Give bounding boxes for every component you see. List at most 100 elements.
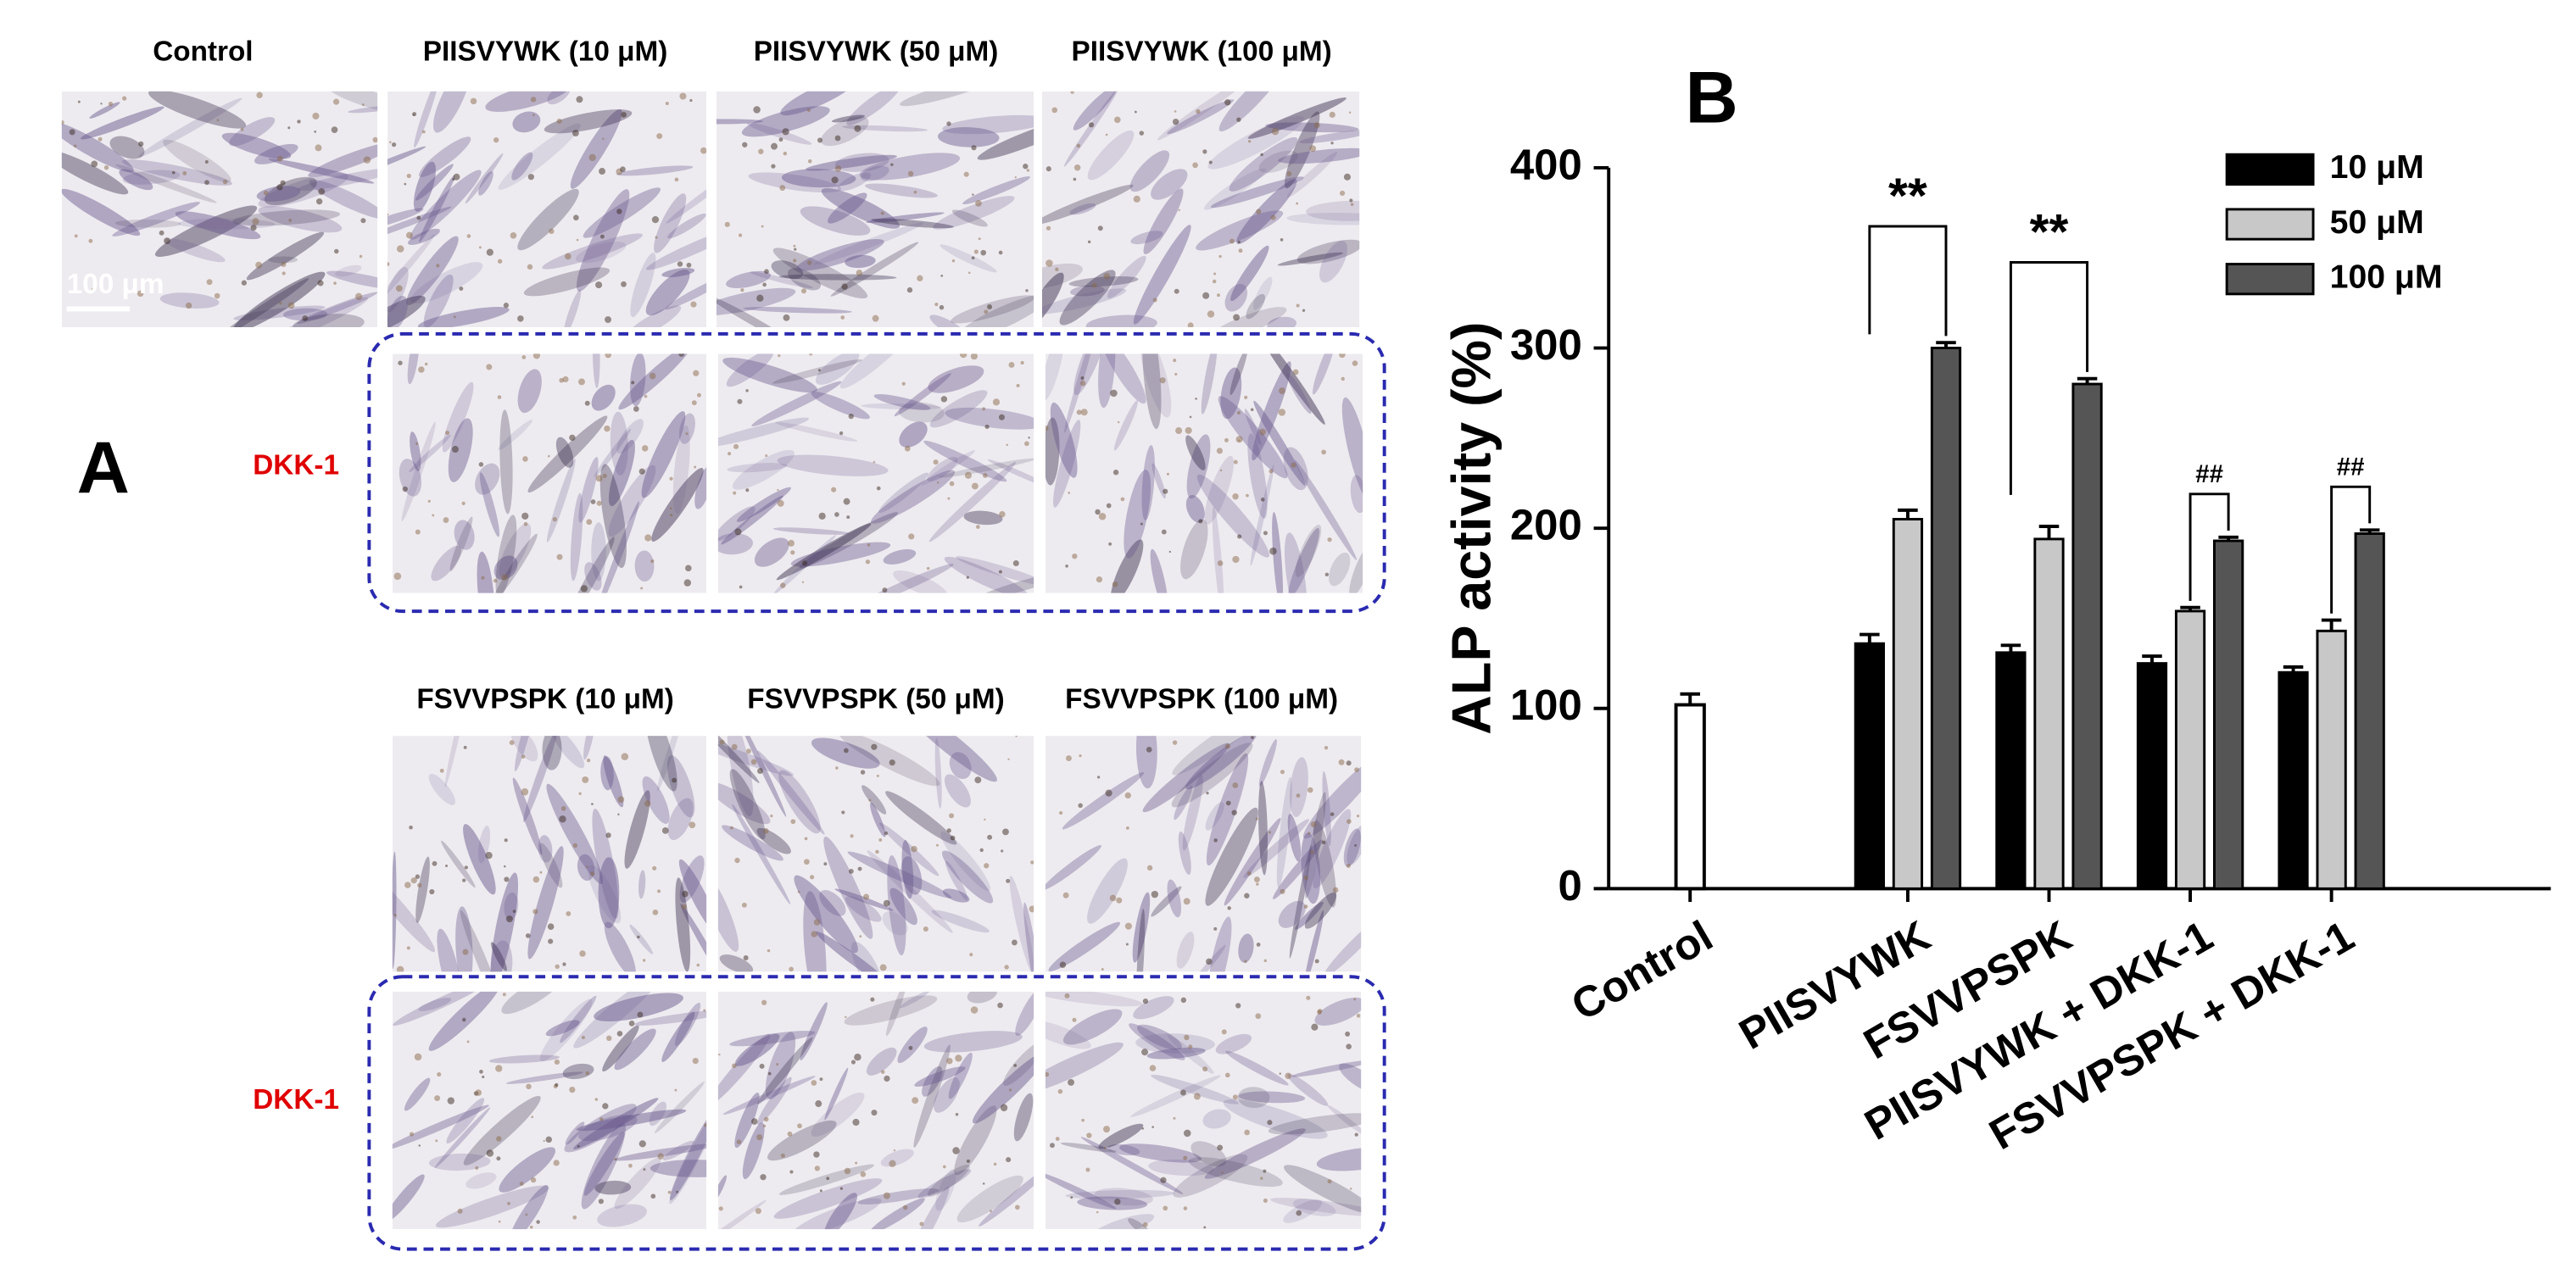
deposit — [728, 452, 732, 456]
cell — [1296, 239, 1360, 264]
deposit — [777, 488, 779, 492]
cell — [600, 756, 614, 791]
deposit — [1125, 943, 1129, 946]
deposit — [1096, 1210, 1099, 1214]
deposit — [1269, 547, 1277, 555]
deposit — [1321, 449, 1326, 455]
cell — [608, 439, 635, 507]
cell — [1272, 511, 1284, 593]
cell — [867, 849, 953, 933]
cell — [1171, 743, 1253, 808]
deposit — [573, 214, 579, 221]
deposit — [1080, 376, 1084, 380]
cell — [498, 420, 533, 451]
micrograph — [717, 736, 1034, 972]
deposit — [669, 507, 672, 510]
deposit — [1096, 776, 1101, 779]
cell — [264, 176, 317, 206]
cell — [499, 1147, 556, 1193]
deposit — [1192, 162, 1198, 169]
cell — [1185, 495, 1205, 523]
cell — [603, 755, 624, 808]
deposit — [276, 155, 283, 162]
deposit — [969, 953, 973, 957]
cell — [1015, 991, 1034, 1036]
deposit — [1260, 1177, 1263, 1180]
deposit — [756, 294, 764, 302]
deposit — [1006, 878, 1011, 883]
deposit — [1206, 958, 1213, 965]
cell — [667, 798, 694, 841]
cell — [1041, 263, 1083, 290]
deposit — [1237, 534, 1242, 539]
cell — [1064, 353, 1097, 433]
deposit — [529, 1225, 533, 1229]
deposit — [1202, 149, 1207, 154]
micrograph-bg — [1045, 991, 1362, 1230]
cell — [428, 773, 456, 805]
cell — [956, 1175, 1023, 1223]
deposit — [761, 225, 764, 228]
deposit — [1068, 492, 1071, 494]
deposit — [445, 864, 449, 867]
cell — [734, 1093, 760, 1149]
cell — [404, 1077, 431, 1111]
deposit — [917, 275, 923, 281]
cell — [495, 515, 517, 593]
deposit — [834, 165, 842, 172]
deposit — [739, 585, 743, 589]
deposit — [406, 946, 410, 950]
cell — [545, 1020, 580, 1037]
cell — [1124, 470, 1151, 559]
deposit — [876, 486, 881, 491]
deposit — [794, 248, 797, 251]
cell — [1045, 845, 1101, 891]
cell — [564, 1104, 637, 1153]
legend-label: 50 μM — [2330, 204, 2424, 241]
deposit — [1109, 894, 1117, 902]
cell — [109, 136, 145, 159]
cell — [154, 205, 258, 258]
cell — [800, 206, 871, 236]
deposit — [510, 232, 517, 239]
deposit — [778, 137, 783, 142]
cell — [1347, 823, 1362, 865]
deposit — [1172, 740, 1178, 745]
deposit — [857, 866, 862, 871]
deposit — [598, 1199, 604, 1204]
cell — [672, 425, 690, 515]
deposit — [496, 1156, 501, 1161]
cell — [661, 268, 695, 278]
cell — [907, 1186, 950, 1230]
deposit — [1066, 755, 1072, 762]
cell — [1314, 997, 1362, 1026]
deposit — [555, 964, 560, 969]
cell — [387, 206, 452, 244]
bar — [2212, 539, 2244, 890]
cell — [576, 241, 627, 264]
cell — [410, 170, 482, 240]
cell — [1289, 844, 1312, 959]
cell — [414, 91, 439, 148]
deposit — [404, 882, 411, 888]
deposit — [137, 290, 144, 298]
deposit — [1348, 111, 1352, 114]
cell — [750, 271, 813, 289]
deposit — [1159, 377, 1166, 384]
cell — [1180, 519, 1208, 580]
cell — [846, 91, 901, 125]
deposit — [906, 287, 913, 293]
bar — [1930, 347, 1962, 890]
deposit — [553, 1160, 560, 1166]
deposit — [1045, 259, 1053, 267]
deposit — [1114, 116, 1121, 124]
deposit — [797, 1123, 802, 1129]
deposit — [644, 394, 648, 398]
deposit — [1306, 995, 1311, 1000]
cell — [490, 872, 519, 972]
deposit — [959, 353, 967, 359]
deposit — [478, 462, 484, 467]
cell — [1151, 886, 1182, 917]
column-header: PIISVYWK (50 μM) — [754, 36, 999, 68]
cell — [1252, 361, 1291, 461]
